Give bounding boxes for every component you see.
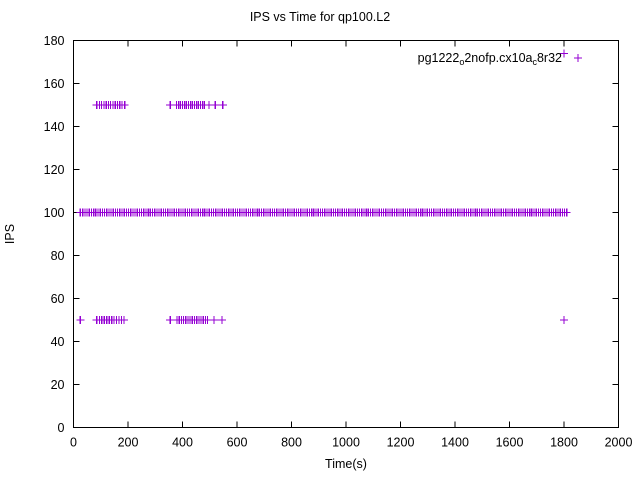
legend-series-label: pg1222o2nofp.cx10ac8r32 xyxy=(418,51,562,67)
x-tick-label: 2000 xyxy=(605,436,633,450)
x-axis-title: Time(s) xyxy=(325,457,367,471)
y-tick-label: 0 xyxy=(58,421,65,435)
y-tick-label: 20 xyxy=(51,378,65,392)
y-tick-label: 120 xyxy=(44,163,65,177)
x-axis: 0 200 400 600 800 1000 1200 1400 1600 1800 2000 xyxy=(70,40,633,450)
x-tick-label: 1400 xyxy=(441,436,469,450)
x-tick-label: 1200 xyxy=(387,436,415,450)
legend: pg1222o2nofp.cx10ac8r32 xyxy=(418,51,582,67)
y-axis-title: IPS xyxy=(3,224,17,244)
y-tick-label: 100 xyxy=(44,206,65,220)
x-tick-label: 0 xyxy=(70,436,77,450)
x-tick-label: 200 xyxy=(118,436,139,450)
x-tick-label: 800 xyxy=(281,436,302,450)
y-tick-label: 40 xyxy=(51,335,65,349)
y-tick-label: 180 xyxy=(44,34,65,48)
x-tick-label: 400 xyxy=(172,436,193,450)
series-points xyxy=(76,49,571,324)
y-tick-label: 80 xyxy=(51,249,65,263)
x-tick-label: 1600 xyxy=(496,436,524,450)
legend-marker-icon xyxy=(574,54,582,62)
x-tick-label: 600 xyxy=(227,436,248,450)
x-tick-label: 1000 xyxy=(332,436,360,450)
y-axis: 0 20 40 60 80 100 120 140 160 180 xyxy=(44,34,619,435)
data-series-points xyxy=(76,49,571,324)
y-tick-label: 140 xyxy=(44,120,65,134)
y-tick-label: 160 xyxy=(44,77,65,91)
y-tick-label: 60 xyxy=(51,292,65,306)
plot-frame xyxy=(73,40,619,428)
chart-title: IPS vs Time for qp100.L2 xyxy=(250,10,390,24)
x-tick-label: 1800 xyxy=(550,436,578,450)
